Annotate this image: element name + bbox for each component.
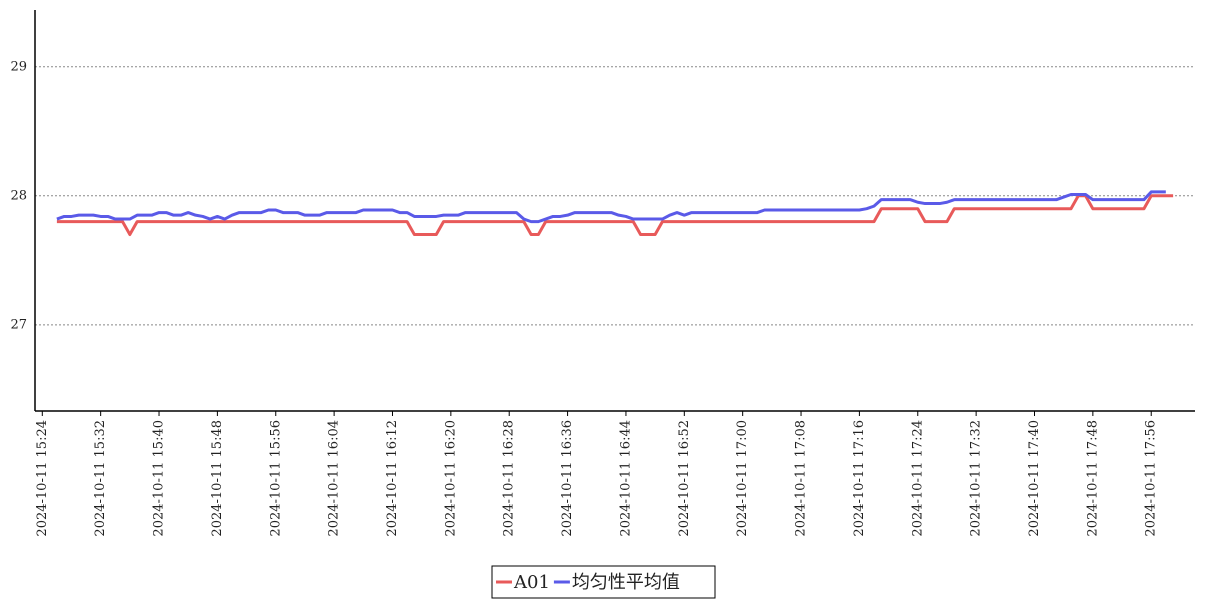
x-tick-label: 2024-10-11 15:24 <box>35 420 50 537</box>
x-tick-label: 2024-10-11 17:24 <box>910 420 925 537</box>
x-tick-label: 2024-10-11 16:28 <box>502 420 517 537</box>
legend-box <box>491 565 716 599</box>
x-tick-label: 2024-10-11 16:12 <box>385 420 400 537</box>
series-line <box>56 194 1174 237</box>
legend-label: A01 <box>513 572 550 593</box>
x-tick-label: 2024-10-11 16:04 <box>327 420 342 537</box>
y-tick-label: 28 <box>10 188 27 203</box>
y-tick-label: 29 <box>10 59 27 74</box>
x-tick-label: 2024-10-11 15:48 <box>210 420 225 537</box>
legend-label: 均匀性平均值 <box>572 572 680 593</box>
x-tick-label: 2024-10-11 17:32 <box>969 420 984 537</box>
x-tick-label: 2024-10-11 17:56 <box>1144 420 1159 537</box>
y-tick-label: 27 <box>10 317 27 332</box>
x-tick-label: 2024-10-11 16:20 <box>443 420 458 537</box>
x-tick-label: 2024-10-11 16:52 <box>677 420 692 537</box>
x-tick-label: 2024-10-11 17:48 <box>1085 420 1100 537</box>
series-line <box>56 190 1166 224</box>
x-tick-label: 2024-10-11 15:56 <box>268 420 283 537</box>
x-tick-label: 2024-10-11 17:16 <box>852 420 867 537</box>
x-tick-label: 2024-10-11 16:36 <box>560 420 575 537</box>
x-tick-label: 2024-10-11 15:32 <box>93 420 108 537</box>
x-tick-label: 2024-10-11 17:00 <box>735 420 750 537</box>
x-tick-label: 2024-10-11 17:08 <box>794 420 809 537</box>
x-tick-label: 2024-10-11 17:40 <box>1027 420 1042 537</box>
x-tick-label: 2024-10-11 16:44 <box>618 420 633 537</box>
x-tick-label: 2024-10-11 15:40 <box>152 420 167 537</box>
